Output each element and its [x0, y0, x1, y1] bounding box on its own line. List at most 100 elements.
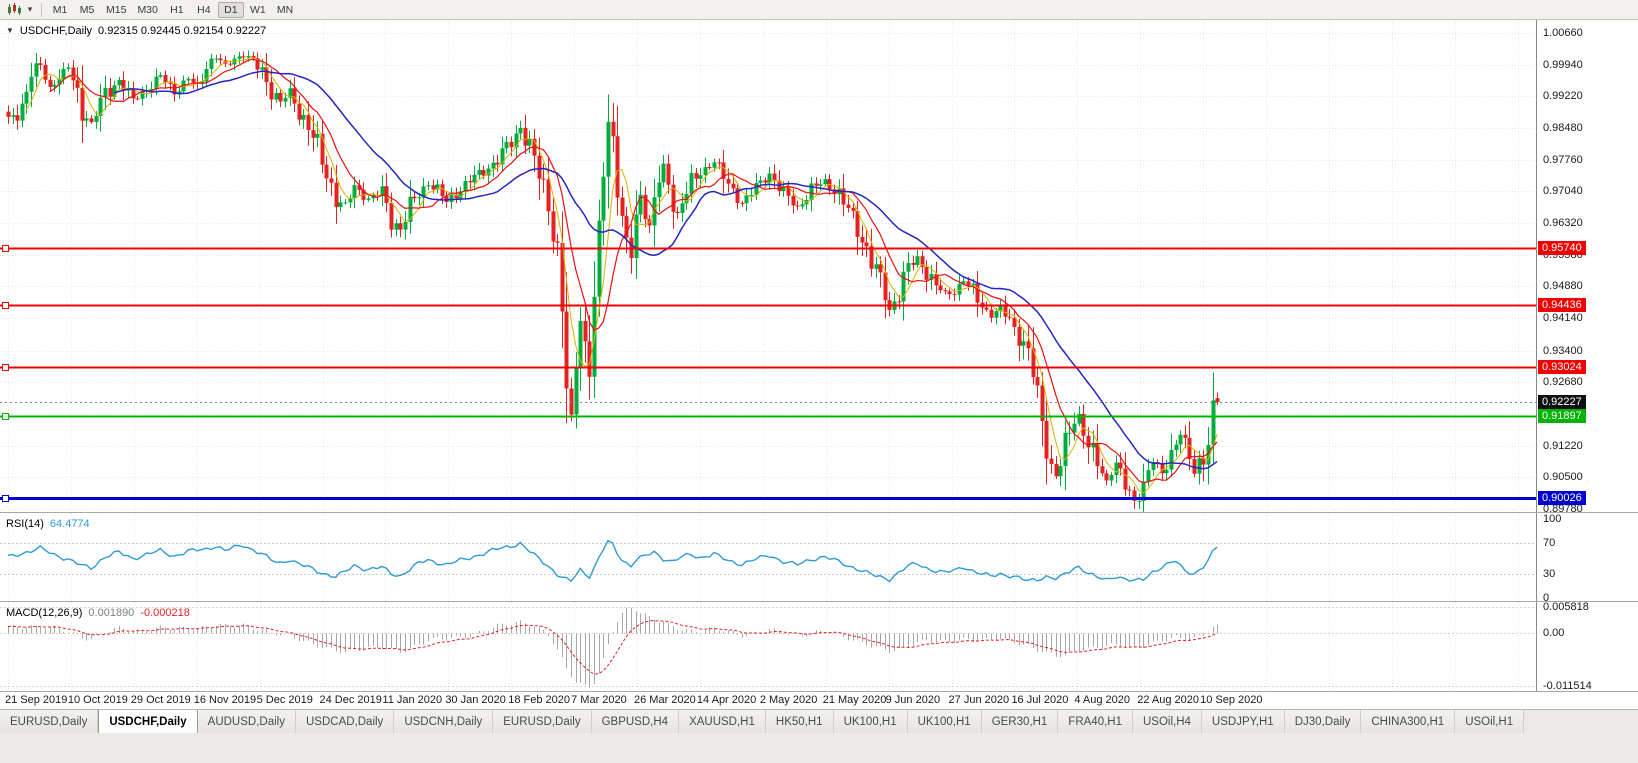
timeframe-button-m30[interactable]: M30: [137, 3, 158, 16]
chart-tab[interactable]: FRA40,H1: [1058, 710, 1133, 733]
chart-ohlc-values: 0.92315 0.92445 0.92154 0.92227: [98, 25, 267, 37]
toolbar: ▾ M1 M5 M15 M30 H1 H4 D1 W1 MN: [0, 0, 1638, 20]
chart-tab[interactable]: AUDUSD,Daily: [197, 710, 296, 733]
chart-tab[interactable]: UK100,H1: [833, 710, 908, 733]
timeframe-button-m1[interactable]: M1: [52, 3, 68, 16]
time-axis-label: 5 Dec 2019: [256, 694, 313, 706]
price-chart-canvas[interactable]: [0, 20, 1536, 512]
chart-title: ▼ USDCHF,Daily 0.92315 0.92445 0.92154 0…: [6, 25, 266, 37]
chart-tab[interactable]: EURUSD,Daily: [0, 710, 99, 733]
chart-tab[interactable]: HK50,H1: [765, 710, 834, 733]
timeframe-buttons: M1 M5 M15 M30 H1 H4 D1 W1 MN: [47, 1, 298, 18]
price-axis-tick: 0.94140: [1543, 312, 1583, 325]
current-price-badge: 0.92227: [1538, 394, 1586, 409]
time-axis-label: 7 Mar 2020: [571, 694, 627, 706]
time-axis-label: 16 Jul 2020: [1011, 694, 1069, 706]
price-axis-tick: 0.90500: [1543, 471, 1583, 484]
time-axis-label: 29 Oct 2019: [130, 694, 191, 706]
macd-pane: MACD(12,26,9) 0.001890 -0.000218: [0, 602, 1536, 691]
time-axis-label: 21 Sep 2019: [5, 694, 68, 706]
timeframe-button-m15[interactable]: M15: [106, 3, 127, 16]
chart-tab[interactable]: EURUSD,Daily: [493, 710, 592, 733]
price-level-badge: 0.93024: [1538, 360, 1586, 375]
time-axis-label: 14 Apr 2020: [696, 694, 757, 706]
toolbar-separator: [41, 2, 42, 17]
price-axis-tick: 0.91220: [1543, 439, 1583, 452]
chart-tab[interactable]: CHINA300,H1: [1361, 710, 1456, 733]
price-level-badge: 0.95740: [1538, 241, 1586, 256]
timeframe-button-mn[interactable]: MN: [276, 3, 294, 16]
time-axis-label: 30 Jan 2020: [445, 694, 506, 706]
timeframe-button-m5[interactable]: M5: [79, 3, 95, 16]
price-axis-tick: 0.94880: [1543, 279, 1583, 292]
pane-separator[interactable]: [0, 601, 1638, 602]
rsi-indicator-name: RSI(14): [6, 518, 44, 530]
chart-symbol-period: USDCHF,Daily: [19, 25, 93, 37]
window-bottom-strip: [0, 733, 1638, 763]
time-axis-label: 24 Dec 2019: [319, 694, 382, 706]
chart-tab[interactable]: GER30,H1: [981, 710, 1059, 733]
chart-tab[interactable]: USDJPY,H1: [1201, 710, 1285, 733]
time-axis-label: 9 Jun 2020: [885, 694, 941, 706]
chart-tab[interactable]: UK100,H1: [907, 710, 982, 733]
time-axis-label: 27 Jun 2020: [948, 694, 1010, 706]
price-axis-tick: 0.99940: [1543, 58, 1583, 71]
macd-indicator-name: MACD(12,26,9): [6, 607, 83, 619]
price-axis-tick: 0.97760: [1543, 153, 1583, 166]
price-axis[interactable]: 1.00660 0.99940 0.99220 0.98480 0.97760 0.970…: [1536, 20, 1638, 693]
timeframe-button-h4[interactable]: H4: [197, 3, 211, 16]
pane-separator: [0, 691, 1638, 692]
chart-type-icon[interactable]: [4, 2, 24, 18]
price-level-badge: 0.90026: [1538, 491, 1586, 506]
price-axis-tick: 0.92680: [1543, 376, 1583, 389]
price-pane: ▼ USDCHF,Daily 0.92315 0.92445 0.92154 0…: [0, 20, 1536, 512]
chart-tab[interactable]: GBPUSD,H4: [591, 710, 680, 733]
price-level-badge: 0.91897: [1538, 409, 1586, 424]
timeframe-button-w1[interactable]: W1: [250, 3, 266, 16]
chart-tab[interactable]: USOil,H1: [1455, 710, 1525, 733]
chart-tab[interactable]: XAUUSD,H1: [679, 710, 766, 733]
price-axis-tick: 0.99220: [1543, 90, 1583, 103]
macd-axis-tick: 0.005818: [1543, 600, 1589, 613]
price-axis-tick: 0.97040: [1543, 185, 1583, 198]
chart-tab[interactable]: DJ30,Daily: [1284, 710, 1362, 733]
timeframe-button-d1[interactable]: D1: [217, 1, 244, 18]
rsi-label: RSI(14) 64.4774: [6, 518, 90, 530]
rsi-chart-canvas[interactable]: [0, 513, 1536, 601]
time-axis[interactable]: 21 Sep 2019 10 Oct 2019 29 Oct 2019 16 Nov …: [0, 692, 1638, 709]
chart-type-dropdown-icon[interactable]: ▾: [27, 4, 33, 14]
macd-chart-canvas[interactable]: [0, 602, 1536, 691]
chart-tabs-filler: [1524, 710, 1638, 733]
time-axis-label: 22 Aug 2020: [1137, 694, 1200, 706]
price-axis-tick: 0.89780: [1543, 502, 1583, 515]
chart-menu-icon[interactable]: ▼: [6, 26, 14, 35]
pane-separator[interactable]: [0, 512, 1638, 513]
chart-tab[interactable]: USDCHF,Daily: [98, 710, 198, 733]
time-axis-label: 26 Mar 2020: [634, 694, 696, 706]
time-axis-label: 2 May 2020: [759, 694, 818, 706]
price-axis-tick: 1.00660: [1543, 27, 1583, 40]
macd-main-value: 0.001890: [88, 607, 135, 619]
macd-signal-value: -0.000218: [140, 607, 190, 619]
time-axis-label: 16 Nov 2019: [193, 694, 257, 706]
rsi-pane: RSI(14) 64.4774: [0, 513, 1536, 601]
rsi-axis-tick: 70: [1543, 536, 1556, 549]
rsi-axis-tick: 0: [1543, 592, 1550, 604]
time-axis-label: 10 Sep 2020: [1200, 694, 1263, 706]
chart-tab[interactable]: USDCNH,Daily: [394, 710, 494, 733]
time-axis-label: 18 Feb 2020: [508, 694, 570, 706]
chart-tab[interactable]: USOil,H4: [1132, 710, 1202, 733]
time-axis-label: 10 Oct 2019: [67, 694, 128, 706]
time-axis-label: 11 Jan 2020: [382, 694, 443, 706]
chart-tab[interactable]: USDCAD,Daily: [295, 710, 395, 733]
price-axis-tick: 0.96320: [1543, 216, 1583, 229]
timeframe-button-h1[interactable]: H1: [170, 3, 184, 16]
chart-tabs-bar: EURUSD,Daily USDCHF,Daily AUDUSD,Daily USDC…: [0, 709, 1638, 733]
macd-axis-tick: -0.011514: [1543, 680, 1592, 693]
macd-axis-tick: 0.00: [1543, 627, 1565, 640]
price-axis-tick: 0.93400: [1543, 344, 1583, 357]
price-axis-tick: 0.98480: [1543, 122, 1583, 135]
time-axis-label: 4 Aug 2020: [1074, 694, 1130, 706]
rsi-axis-tick: 30: [1543, 568, 1556, 581]
